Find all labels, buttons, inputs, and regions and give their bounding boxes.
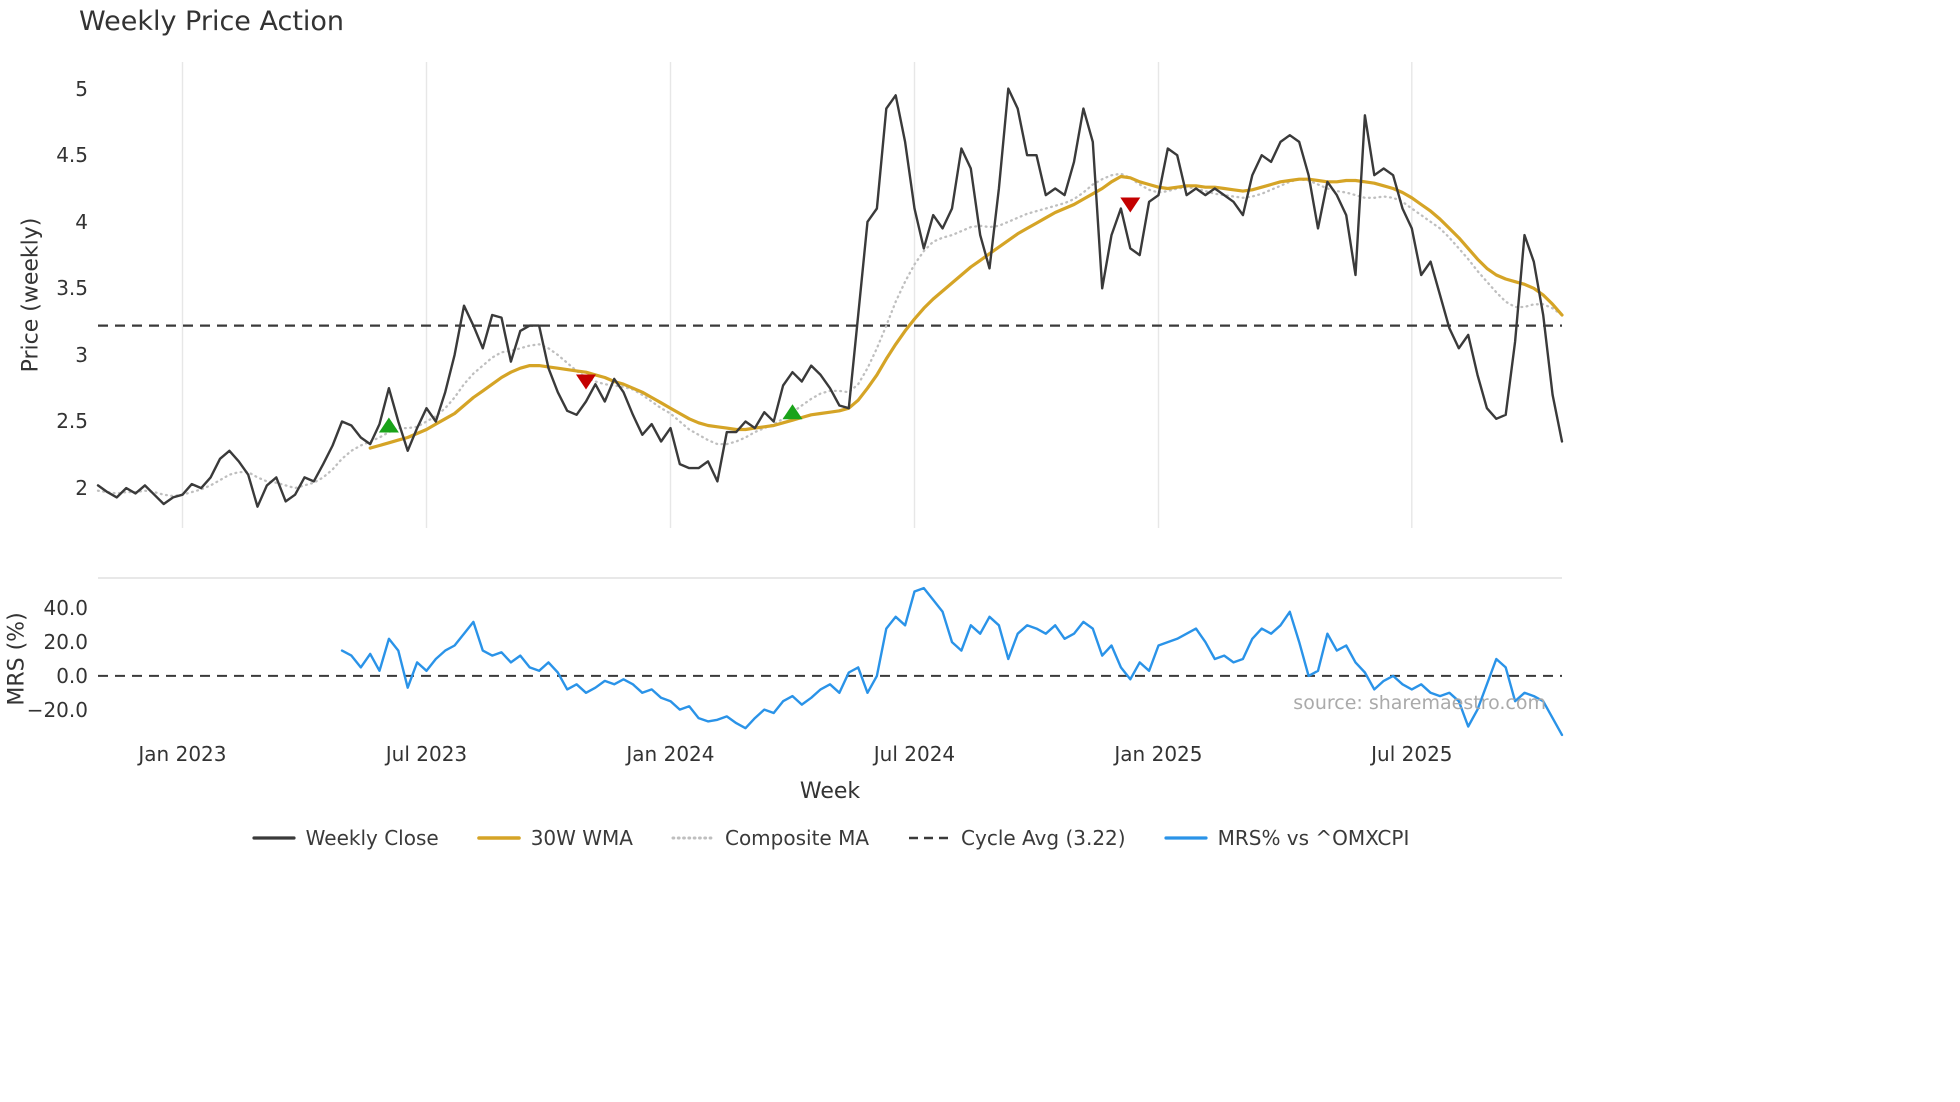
source-watermark: source: sharemaestro.com [1293,692,1546,714]
mrs-y-axis-label: MRS (%) [4,612,30,706]
sell-signal-marker [576,374,596,390]
legend-label-30w-wma: 30W WMA [530,826,633,850]
series-mrs-vs-omxcpi [340,586,1564,737]
wma-line-swatch [476,836,521,840]
series-composite-ma [96,172,1564,498]
price-y-axis-label: Price (weekly) [18,217,44,373]
chart-title: Weekly Price Action [79,6,345,37]
legend-item-cycle-avg: Cycle Avg (3.22) [907,826,1126,850]
legend-item-composite-ma: Composite MA [671,826,869,850]
legend-label-composite-ma: Composite MA [724,826,870,850]
x-axis-label: Week [799,779,861,804]
weekly-close-line-swatch [252,836,296,840]
buy-signal-marker [378,417,399,433]
legend-item-weekly-close: Weekly Close [252,826,439,850]
series-weekly-close [96,87,1564,508]
cycle-avg-line-swatch [909,836,950,840]
sell-signal-marker [1120,197,1141,213]
legend-label-weekly-close: Weekly Close [305,826,439,850]
series-30w-wma [368,174,1564,450]
buy-signal-marker [782,404,803,420]
mrs-line-swatch [1163,836,1208,840]
legend-label-cycle-avg: Cycle Avg (3.22) [961,826,1126,850]
legend-label-mrs: MRS% vs ^OMXCPI [1217,826,1410,850]
legend: Weekly Close 30W WMA Composite MA Cycle … [98,826,1563,850]
legend-item-30w-wma: 30W WMA [476,826,633,850]
composite-ma-line-swatch [671,836,715,840]
legend-item-mrs: MRS% vs ^OMXCPI [1163,826,1410,850]
